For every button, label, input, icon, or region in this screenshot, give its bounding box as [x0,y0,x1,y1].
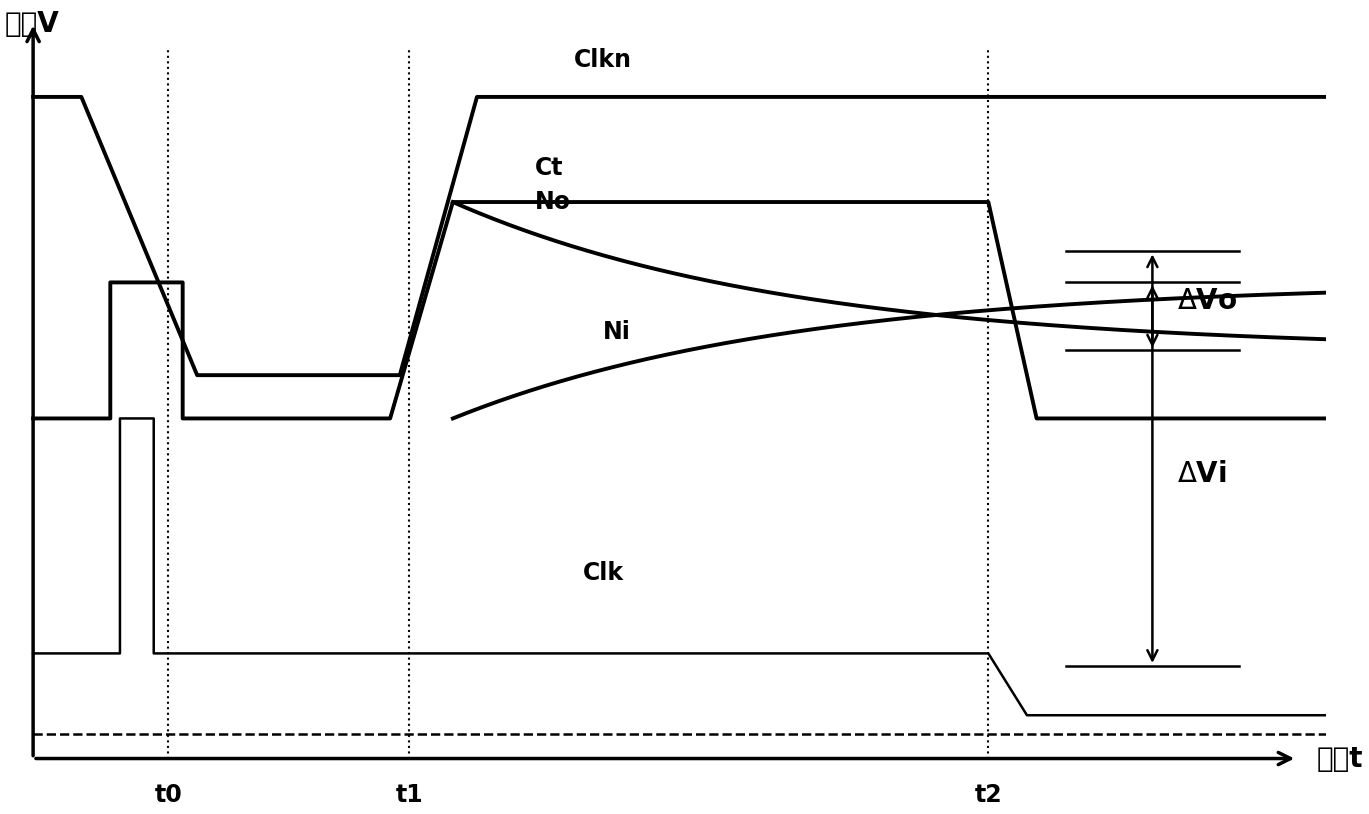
Text: No: No [535,190,571,214]
Text: $\Delta$Vi: $\Delta$Vi [1176,460,1227,488]
Text: t2: t2 [975,783,1002,807]
Text: t0: t0 [155,783,182,807]
Text: Ni: Ni [602,320,630,344]
Text: Clk: Clk [583,562,624,585]
Text: 电压V: 电压V [4,11,59,38]
Text: $\Delta$Vo: $\Delta$Vo [1176,287,1238,315]
Text: Clkn: Clkn [574,48,631,72]
Text: 时间t: 时间t [1317,745,1364,772]
Text: t1: t1 [396,783,423,807]
Text: Ct: Ct [535,156,564,181]
